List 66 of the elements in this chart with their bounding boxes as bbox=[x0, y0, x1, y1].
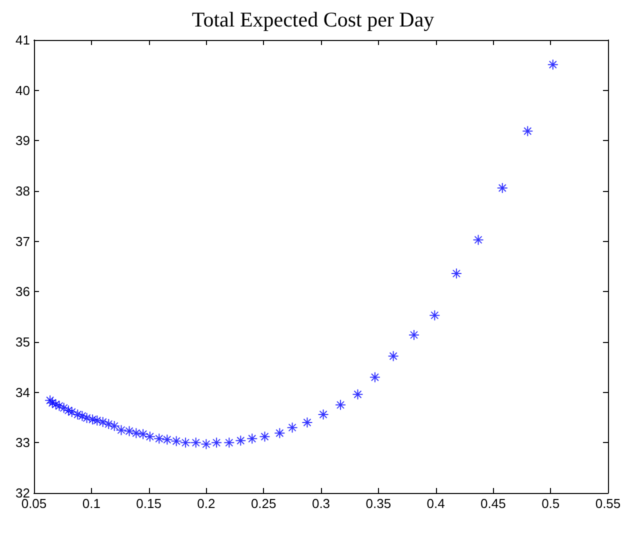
point bbox=[335, 399, 346, 410]
point bbox=[108, 420, 120, 432]
point bbox=[496, 182, 508, 194]
point bbox=[388, 350, 399, 362]
x-tick-label: 0.45 bbox=[480, 496, 506, 511]
point bbox=[286, 422, 298, 434]
y-tick-label: 36 bbox=[16, 284, 30, 300]
point bbox=[200, 438, 212, 450]
point bbox=[103, 418, 114, 430]
x-tick-label: 0.25 bbox=[250, 496, 276, 511]
x-tick-label: 0.5 bbox=[542, 496, 560, 511]
x-tick-label: 0.4 bbox=[426, 496, 445, 511]
y-tick-label: 39 bbox=[16, 133, 30, 148]
point bbox=[76, 410, 88, 422]
point bbox=[62, 404, 74, 416]
x-tick-label: 0.35 bbox=[366, 496, 392, 511]
point bbox=[302, 417, 313, 428]
x-tick-label: 0.3 bbox=[312, 496, 330, 511]
point bbox=[259, 431, 270, 442]
point bbox=[97, 416, 108, 428]
point bbox=[408, 329, 420, 340]
point bbox=[81, 412, 92, 424]
point bbox=[87, 414, 98, 426]
y-tick-label: 38 bbox=[16, 184, 30, 198]
point bbox=[92, 415, 103, 426]
y-tick-label: 35 bbox=[16, 334, 30, 350]
point bbox=[124, 426, 135, 437]
point bbox=[224, 437, 235, 448]
point bbox=[138, 428, 149, 440]
point bbox=[58, 402, 70, 414]
y-tick-label: 34 bbox=[16, 384, 30, 400]
x-tick-label: 0.2 bbox=[197, 496, 216, 511]
point bbox=[180, 437, 192, 448]
point bbox=[274, 428, 286, 439]
point bbox=[44, 394, 56, 406]
point bbox=[472, 234, 484, 246]
point bbox=[170, 436, 182, 447]
point bbox=[429, 310, 440, 321]
point bbox=[46, 397, 58, 408]
point bbox=[522, 126, 534, 137]
point bbox=[547, 59, 558, 70]
point bbox=[450, 268, 462, 280]
point bbox=[211, 437, 222, 448]
x-tick-label: 0.15 bbox=[136, 496, 162, 511]
point bbox=[116, 424, 127, 436]
x-tick-label: 0.1 bbox=[82, 496, 100, 511]
point bbox=[318, 408, 329, 420]
point bbox=[54, 400, 65, 412]
point bbox=[130, 428, 142, 439]
point bbox=[144, 431, 156, 442]
chart-title: Total Expected Cost per Day bbox=[192, 8, 435, 32]
point bbox=[369, 372, 380, 383]
point bbox=[66, 406, 78, 418]
point bbox=[352, 388, 364, 400]
point bbox=[246, 433, 258, 444]
y-tick-label: 37 bbox=[16, 234, 30, 249]
point bbox=[50, 398, 62, 410]
point bbox=[162, 434, 173, 446]
y-tick-label: 40 bbox=[16, 82, 30, 98]
point bbox=[72, 408, 84, 420]
y-tick-label: 41 bbox=[16, 32, 30, 48]
x-tick-label: 0.55 bbox=[595, 496, 621, 511]
point bbox=[190, 437, 202, 448]
y-tick-label: 33 bbox=[16, 435, 30, 450]
point bbox=[154, 433, 165, 444]
point bbox=[235, 435, 246, 446]
